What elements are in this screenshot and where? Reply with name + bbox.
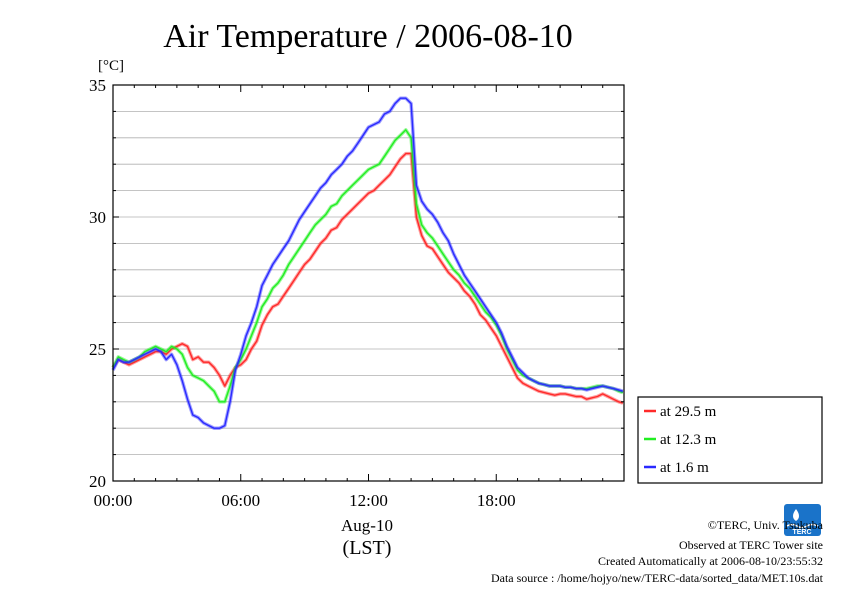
legend-label: at 12.3 m: [660, 432, 717, 448]
series-line-1: [112, 129, 624, 403]
logo-text: TERC: [792, 529, 811, 536]
x-axis: 00:00 06:00 12:00 18:00: [94, 85, 625, 510]
legend: at 29.5 m at 12.3 m at 1.6 m: [637, 396, 823, 484]
y-tick-label: 35: [89, 76, 106, 95]
footer-observed: Observed at TERC Tower site: [679, 538, 823, 552]
x-tick-label: 00:00: [94, 491, 133, 510]
x-tick-label: 06:00: [221, 491, 260, 510]
x-axis-timezone-label: (LST): [343, 537, 392, 559]
x-axis-date-label: Aug-10: [341, 516, 393, 535]
y-tick-label: 25: [89, 340, 106, 359]
legend-label: at 1.6 m: [660, 460, 709, 476]
footer-copyright: ©TERC, Univ. Tsukuba: [708, 518, 824, 532]
wave-icon: [786, 523, 819, 529]
y-axis: 20 25 30 35: [89, 76, 624, 491]
legend-label: at 29.5 m: [660, 404, 717, 420]
terc-logo: TERC: [784, 504, 821, 536]
series-line-0: [112, 152, 624, 404]
y-tick-label: 30: [89, 208, 106, 227]
y-axis-unit-label: [°C]: [98, 58, 124, 74]
plot-frame: [112, 84, 625, 482]
drop-icon: [793, 509, 799, 521]
series-glow-0: [111, 151, 624, 405]
grid-lines: [113, 111, 624, 456]
footer-created: Created Automatically at 2006-08-10/23:5…: [598, 554, 823, 568]
chart-title: Air Temperature / 2006-08-10: [163, 18, 573, 55]
x-tick-label: 18:00: [477, 491, 516, 510]
footer-source: Data source : /home/hojyo/new/TERC-data/…: [491, 571, 824, 585]
logo-background: [784, 504, 821, 536]
series-glow-2: [111, 96, 624, 430]
legend-box: [637, 396, 823, 484]
series-layer: [111, 96, 624, 430]
series-line-2: [112, 97, 624, 429]
x-tick-label: 12:00: [349, 491, 388, 510]
y-tick-label: 20: [89, 472, 106, 491]
